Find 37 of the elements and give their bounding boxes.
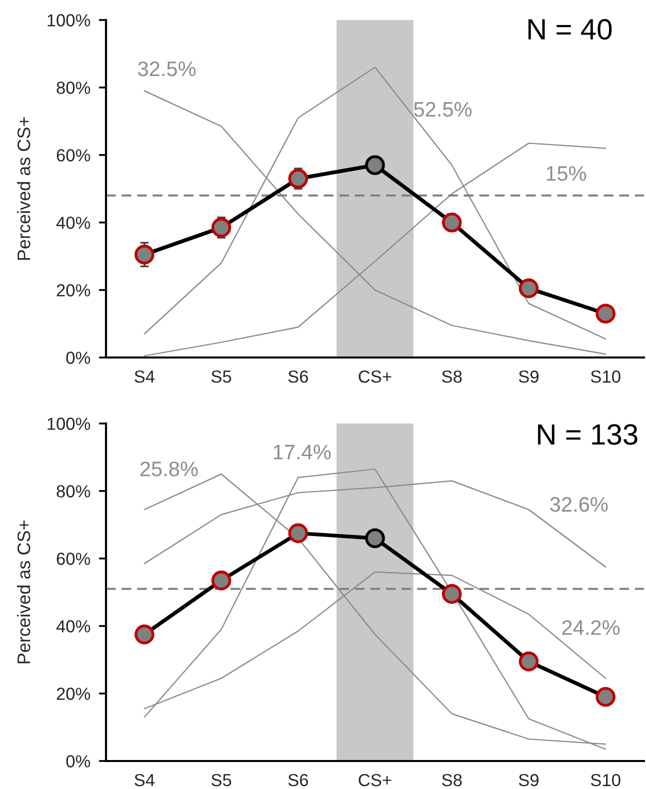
y-tick-label: 80% — [56, 82, 90, 94]
annotation: N = 133 — [538, 424, 638, 445]
x-tick-label: S4 — [134, 370, 155, 383]
y-tick-label: 80% — [56, 485, 90, 498]
annotation: 24.2% — [562, 620, 620, 635]
y-tick-label: 40% — [56, 620, 90, 632]
annotation: 25.8% — [140, 462, 198, 476]
annotation: 52.5% — [414, 102, 472, 117]
annotation: 32.6% — [550, 497, 608, 512]
x-tick-label: S10 — [590, 774, 620, 786]
x-tick-label: S5 — [211, 774, 232, 786]
y-tick-label: 20% — [56, 284, 90, 296]
annotation: 17.4% — [274, 444, 331, 460]
y-tick-label: 0% — [66, 755, 90, 768]
y-tick-label: 60% — [56, 149, 90, 162]
x-tick-label: S8 — [442, 774, 462, 786]
y-tick-label: 60% — [56, 552, 90, 565]
annotation: N = 40 — [528, 18, 612, 40]
x-tick-label: S8 — [442, 370, 462, 383]
x-tick-label: S6 — [288, 774, 308, 786]
y-tick-label: 20% — [56, 688, 90, 700]
x-tick-label: S4 — [134, 774, 155, 786]
y-axis-title: Perceived as CS+ — [16, 117, 30, 260]
x-tick-label: S6 — [288, 370, 308, 383]
annotation: 15% — [546, 166, 586, 181]
y-tick-label: 100% — [48, 14, 90, 26]
annotation: 32.5% — [138, 61, 196, 76]
y-tick-label: 0% — [66, 352, 90, 364]
x-tick-label: S9 — [518, 370, 539, 383]
y-tick-label: 40% — [56, 216, 90, 229]
x-tick-label: CS+ — [358, 370, 392, 383]
x-tick-label: S5 — [211, 370, 232, 383]
x-tick-label: S9 — [518, 774, 539, 786]
y-tick-label: 100% — [48, 418, 90, 430]
x-tick-label: S10 — [590, 370, 620, 383]
y-axis-title: Perceived as CS+ — [16, 520, 30, 664]
x-tick-label: CS+ — [358, 774, 392, 786]
